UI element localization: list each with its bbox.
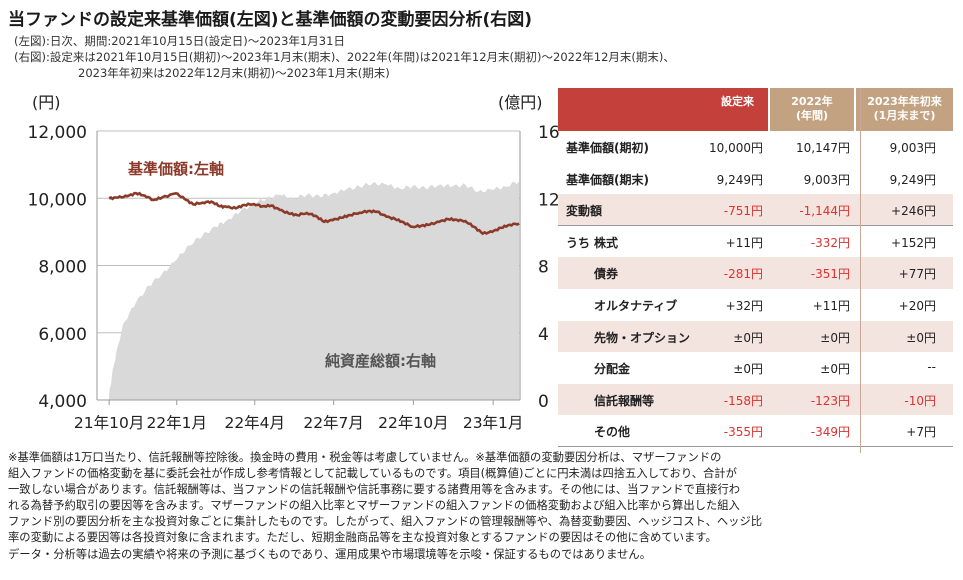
row-label: 基準価額(期初) [566,141,649,155]
row-value: ±0円 [733,362,763,377]
y-tick-left: 8,000 [38,258,87,278]
row-value: ±0円 [733,330,763,345]
table-row: 先物・オプション ±0円 ±0円 ±0円 [558,320,953,353]
row-label: 株式 [594,235,619,250]
x-tick: 23年1月 [463,414,524,432]
footnotes: ※基準価額は1万口当たり、信託報酬等控除後。換金時の費用・税金等は考慮していませ… [8,450,958,563]
y-tick-right: 16 [538,123,560,143]
row-value: -281円 [723,267,763,282]
row-value: -10円 [904,393,936,408]
subtitle-right-cont: 2023年年初来は2022年12月末(期初)〜2023年1月末(期末) [78,66,390,80]
row-value: -1,144円 [799,204,850,219]
row-value: 9,003円 [889,141,936,155]
row-value: ±0円 [820,330,850,345]
row-label: 分配金 [594,362,631,377]
row-value: -332円 [810,235,850,250]
row-value: -349円 [810,425,850,440]
page-title: 当ファンドの設定来基準価額(左図)と基準価額の変動要因分析(右図) [8,10,533,30]
nav-series-label: 基準価額:左軸 [127,160,224,178]
row-value: -355円 [723,425,763,440]
footnote-line: れる為替予約取引の要因等を含みます。マザーファンドの組入比率とマザーファンドの組… [8,499,740,513]
footnote-line: 一致しない場合があります。信託報酬等は、当ファンドの信託報酬や信託事務に要する諸… [8,483,741,497]
header-2023-ytd: 2023年年初来 (1月末まで) [856,88,953,131]
row-value: 10,000円 [709,141,763,155]
table-header: 設定来 2022年 (年間) 2023年年初来 (1月末まで) [558,88,953,131]
row-value: -751円 [723,204,763,219]
row-value: -123円 [810,393,850,408]
row-value: -351円 [810,267,850,282]
aum-series-label: 純資産総額:右軸 [325,352,436,370]
y-unit-right: (億円) [498,93,543,112]
y-tick-right: 0 [538,392,549,412]
table-divider [860,88,861,453]
row-label: 先物・オプション [594,330,691,345]
footnote-line: ファンド別の要因分析を主な投資対象ごとに集計したものです。したがって、組入ファン… [8,515,763,529]
footnote-line: 率の変動による要因等は各投資対象に含まれます。ただし、短期金融商品等を主な投資対… [8,531,717,545]
nav-line [108,191,520,236]
row-value: 9,249円 [716,172,763,187]
row-value: -- [927,360,936,375]
table-row: 分配金 ±0円 ±0円 -- [558,352,953,384]
header-since-inception: 設定来 [558,88,768,131]
y-tick-left: 12,000 [28,123,87,143]
factor-table: 設定来 2022年 (年間) 2023年年初来 (1月末まで) 基準価額(期初)… [558,88,953,447]
row-value: +7円 [906,425,936,440]
x-tick: 21年10月 [74,414,144,432]
row-value: -158円 [723,393,763,408]
row-value: 9,003円 [803,172,850,187]
table-row: オルタナティブ +32円 +11円 +20円 [558,289,953,321]
y-tick-left: 4,000 [38,392,87,412]
nav-chart: 12,000 10,000 8,000 6,000 4,000 16 12 8 4 0 (円) (億円… [28,93,560,432]
subtitle-left: (左図):日次、期間:2021年10月15日(設定日)〜2023年1月31日 [14,34,345,48]
header-2022: 2022年 (年間) [770,88,854,131]
y-tick-right: 4 [538,325,549,345]
row-label: 基準価額(期末) [566,172,649,187]
table-row: うち 株式 +11円 -332円 +152円 [558,226,953,258]
table-row: 変動額 -751円 -1,144円 +246円 [558,194,953,226]
row-value: +246円 [891,204,936,219]
row-value: 10,147円 [796,141,850,155]
row-value: +152円 [891,235,936,250]
uchi-label: うち [566,235,591,250]
table-body: 基準価額(期初) 10,000円 10,147円 9,003円 基準価額(期末) 9,24… [558,131,953,447]
footnote-line: 組入ファンドの価格変動を基に委託会社が作成し参考情報として記載しているものです。… [8,467,737,481]
x-tick: 22年10月 [378,414,448,432]
aum-area [109,181,520,400]
row-label: 信託報酬等 [594,393,655,408]
row-value: +11円 [725,235,763,250]
row-label: オルタナティブ [594,298,678,313]
table-row: 信託報酬等 -158円 -123円 -10円 [558,383,953,416]
row-label: 債券 [594,267,619,282]
row-value: 9,249円 [889,172,936,187]
x-tick: 22年4月 [224,414,285,432]
row-label: 変動額 [566,204,603,219]
row-value: +20円 [898,298,936,313]
subtitle-right: (右図):設定来は2021年10月15日(期初)〜2023年1月末(期末)、20… [14,50,675,64]
row-value: ±0円 [906,330,936,345]
row-label: その他 [594,425,631,440]
table-row: 基準価額(期初) 10,000円 10,147円 9,003円 [558,131,953,163]
y-tick-right: 12 [538,190,560,210]
row-value: ±0円 [820,362,850,377]
x-tick: 22年1月 [146,414,207,432]
footnote-line: ※基準価額は1万口当たり、信託報酬等控除後。換金時の費用・税金等は考慮していませ… [8,451,722,464]
table-row: その他 -355円 -349円 +7円 [558,415,953,447]
table-row: 基準価額(期末) 9,249円 9,003円 9,249円 [558,163,953,195]
table-row: 債券 -281円 -351円 +77円 [558,257,953,289]
y-tick-left: 6,000 [38,325,87,345]
row-value: +32円 [725,298,763,313]
x-tick: 22年7月 [303,414,364,432]
row-value: +11円 [812,298,850,313]
y-tick-right: 8 [538,258,549,278]
footnote-line: データ・分析等は過去の実績や将来の予測に基づくものであり、運用成果や市場環境等を… [8,547,652,561]
row-value: +77円 [898,267,936,282]
y-tick-left: 10,000 [28,190,87,210]
y-unit-left: (円) [32,93,61,112]
